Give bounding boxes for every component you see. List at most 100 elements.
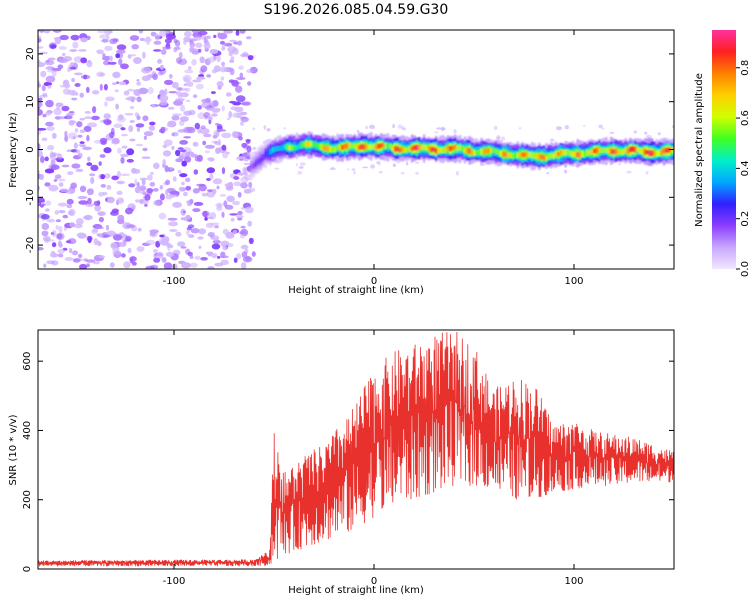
- noise-blob: [63, 83, 71, 89]
- noise-blob: [89, 173, 96, 177]
- noise-blob: [114, 89, 119, 93]
- noise-blob: [38, 62, 46, 68]
- signal-cell: [602, 147, 606, 153]
- noise-blob: [179, 116, 189, 122]
- signal-cell: [341, 144, 344, 150]
- noise-blob: [131, 167, 137, 174]
- noise-blob: [225, 231, 235, 239]
- noise-blob: [118, 241, 126, 247]
- noise-blob: [159, 234, 165, 238]
- signal-cell: [430, 146, 433, 153]
- noise-blob: [126, 158, 134, 163]
- noise-blob: [191, 59, 197, 66]
- noise-blob: [40, 201, 45, 205]
- signal-cell: [362, 144, 366, 150]
- noise-speckle: [626, 170, 632, 174]
- signal-cell: [257, 158, 260, 164]
- colorbar-tick-label: 0.4: [740, 160, 750, 176]
- noise-blob: [72, 250, 78, 256]
- noise-blob: [142, 51, 146, 59]
- noise-blob: [86, 263, 90, 268]
- noise-blob: [121, 133, 129, 137]
- signal-cell: [655, 150, 659, 157]
- noise-blob: [107, 61, 117, 65]
- signal-cell: [485, 148, 488, 154]
- noise-blob: [42, 92, 48, 97]
- noise-blob: [183, 77, 190, 83]
- signal-cell: [379, 143, 383, 149]
- snr-y-ticks: 0 200 400 600: [22, 352, 674, 572]
- x-tick-label: 100: [564, 276, 583, 287]
- signal-cell: [264, 151, 267, 158]
- x-tick-label: 0: [371, 576, 377, 587]
- noise-blob: [240, 182, 248, 189]
- noise-blob: [71, 97, 78, 101]
- noise-blob: [51, 152, 57, 158]
- noise-blob: [205, 216, 214, 219]
- noise-blob: [175, 149, 181, 157]
- noise-blob: [68, 132, 78, 140]
- noise-blob: [160, 49, 167, 55]
- noise-blob: [220, 251, 226, 258]
- noise-blob: [211, 113, 218, 117]
- noise-blob: [235, 85, 243, 93]
- noise-blob: [243, 172, 248, 176]
- signal-cell: [293, 144, 296, 151]
- noise-speckle: [455, 170, 459, 176]
- noise-blob: [189, 262, 198, 268]
- noise-blob: [109, 55, 113, 61]
- noise-blob: [240, 53, 250, 58]
- noise-blob: [45, 121, 54, 127]
- noise-blob: [146, 39, 150, 46]
- noise-blob: [221, 167, 226, 175]
- noise-blob: [61, 164, 70, 168]
- noise-blob: [212, 239, 221, 244]
- noise-blob: [116, 116, 126, 123]
- noise-blob: [197, 236, 204, 240]
- noise-blob: [52, 30, 62, 33]
- noise-blob: [78, 49, 87, 52]
- noise-blob: [232, 230, 238, 234]
- noise-blob: [239, 72, 244, 79]
- noise-blob: [153, 162, 160, 170]
- signal-cell: [586, 149, 589, 156]
- noise-blob: [247, 81, 252, 86]
- noise-blob: [183, 39, 187, 45]
- signal-cell: [456, 145, 459, 151]
- noise-blob: [166, 123, 171, 127]
- noise-blob: [175, 91, 182, 96]
- noise-blob: [66, 198, 74, 205]
- y-tick-label: 600: [22, 352, 33, 371]
- noise-blob: [207, 115, 212, 121]
- noise-blob: [164, 79, 174, 86]
- signal-cell: [310, 141, 313, 147]
- noise-blob: [240, 233, 245, 239]
- signal-cell: [338, 144, 342, 150]
- noise-blob: [238, 136, 243, 141]
- signal-cell: [550, 153, 553, 159]
- noise-speckle: [347, 168, 350, 171]
- noise-blob: [85, 259, 96, 263]
- noise-blob: [184, 30, 192, 38]
- signal-cell: [408, 146, 411, 152]
- noise-blob: [149, 181, 156, 187]
- noise-blob: [92, 106, 97, 114]
- noise-blob: [238, 65, 244, 70]
- noise-blob: [198, 228, 207, 235]
- noise-blob: [106, 184, 112, 190]
- noise-blob: [105, 96, 115, 102]
- signal-cell: [490, 148, 493, 154]
- noise-blob: [201, 192, 209, 197]
- noise-blob: [221, 61, 226, 67]
- noise-blob: [180, 208, 186, 216]
- signal-cell: [648, 150, 651, 157]
- noise-blob: [129, 138, 136, 142]
- noise-blob: [244, 206, 254, 214]
- noise-blob: [215, 122, 220, 126]
- noise-blob: [220, 259, 229, 265]
- noise-blob: [113, 123, 123, 128]
- noise-blob: [198, 74, 205, 78]
- noise-blob: [136, 81, 141, 86]
- noise-blob: [99, 34, 108, 39]
- noise-blob: [64, 115, 73, 120]
